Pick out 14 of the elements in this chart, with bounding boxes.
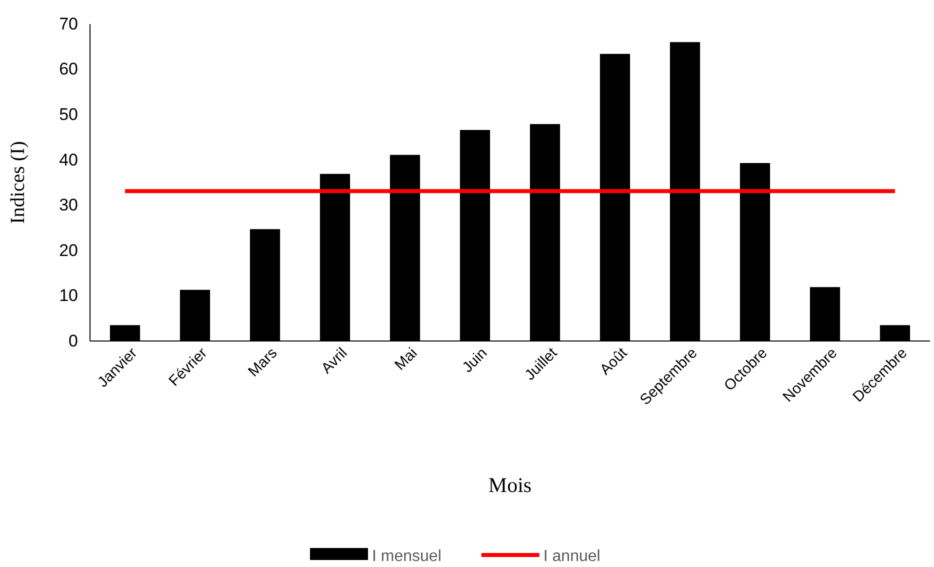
x-axis-title: Mois	[488, 473, 532, 497]
y-tick-label: 40	[59, 150, 78, 170]
y-tick-label: 0	[68, 331, 78, 350]
y-tick-label: 30	[59, 196, 78, 215]
y-axis-title: Indices (I)	[7, 141, 29, 224]
legend-label: I annuel	[543, 548, 600, 565]
y-tick-label: 20	[59, 240, 78, 260]
legend-label: I mensuel	[372, 548, 442, 565]
y-tick-label: 70	[59, 14, 78, 34]
y-tick-label: 10	[59, 286, 78, 306]
y-tick-label: 50	[59, 105, 78, 124]
y-tick-label: 60	[59, 60, 78, 79]
x-tick-label: Mai	[392, 344, 421, 374]
x-tick-label: Juin	[459, 344, 491, 376]
